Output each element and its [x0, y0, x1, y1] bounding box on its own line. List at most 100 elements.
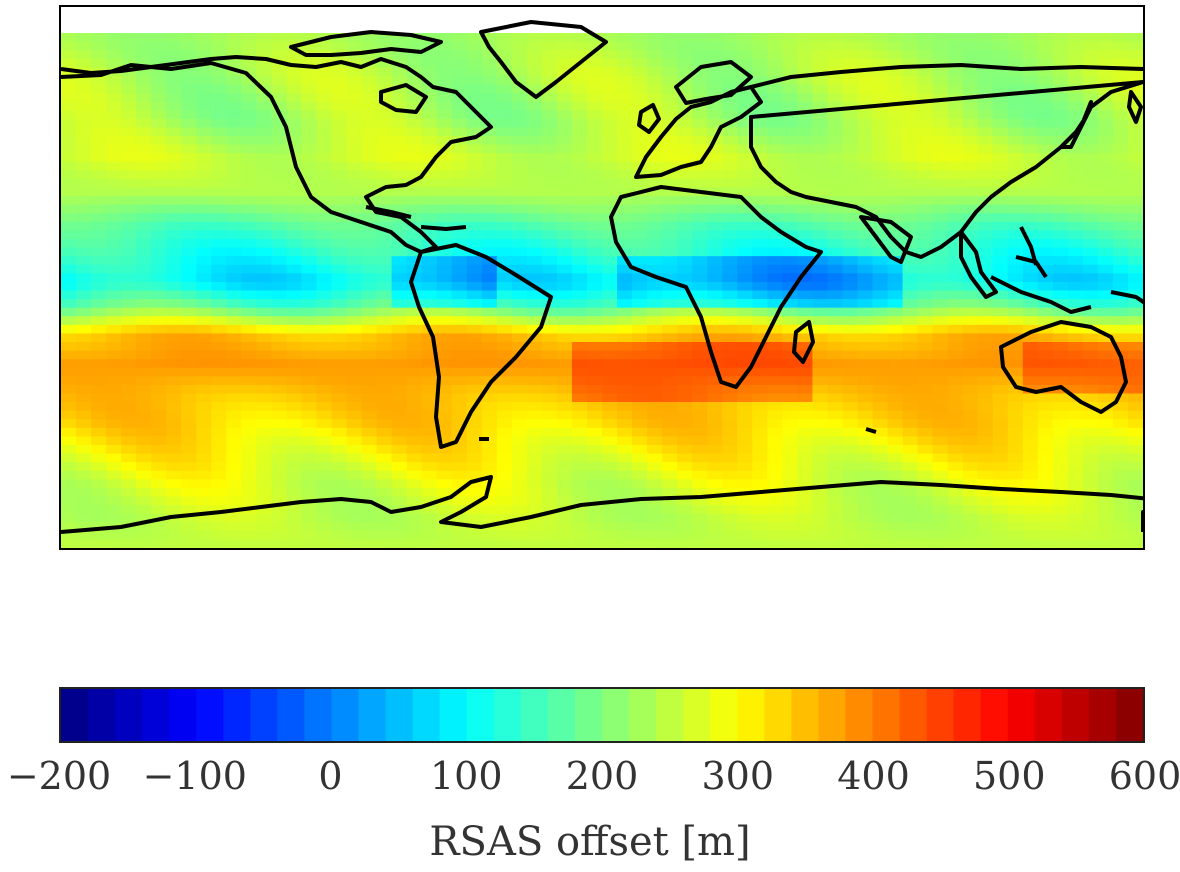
field-cell	[602, 290, 618, 300]
field-cell	[962, 33, 979, 43]
field-cell	[1082, 470, 1099, 481]
field-cell	[692, 58, 708, 69]
field-cell	[737, 161, 754, 172]
field-cell	[91, 462, 107, 472]
field-cell	[301, 84, 318, 94]
field-cell	[556, 84, 573, 94]
field-cell	[737, 342, 754, 352]
field-cell	[1052, 273, 1069, 283]
field-cell	[571, 367, 588, 378]
field-cell	[256, 187, 273, 197]
field-cell	[827, 530, 844, 541]
field-cell	[361, 118, 378, 129]
field-cell	[301, 264, 318, 275]
field-cell	[121, 196, 137, 206]
field-cell	[406, 153, 423, 163]
field-cell	[902, 204, 919, 215]
field-cell	[782, 530, 799, 541]
field-cell	[481, 196, 498, 206]
field-cell	[436, 273, 453, 283]
field-cell	[797, 84, 814, 94]
field-cell	[902, 445, 919, 455]
field-cell	[61, 33, 77, 43]
field-cell	[782, 436, 799, 446]
field-cell	[1022, 230, 1039, 240]
field-cell	[827, 290, 844, 300]
field-cell	[707, 101, 724, 112]
field-cell	[932, 307, 949, 318]
field-cell	[106, 58, 122, 69]
field-cell	[181, 436, 198, 446]
field-cell	[481, 161, 498, 172]
field-cell	[797, 256, 814, 266]
field-cell	[1037, 144, 1054, 154]
field-cell	[1112, 213, 1129, 223]
field-cell	[301, 256, 318, 266]
field-cell	[887, 393, 904, 403]
field-cell	[211, 273, 228, 283]
field-cell	[211, 299, 228, 309]
field-cell	[91, 136, 107, 146]
field-cell	[767, 50, 784, 60]
field-cell	[256, 316, 273, 326]
field-cell	[436, 384, 453, 395]
field-cell	[887, 281, 904, 292]
field-cell	[887, 522, 904, 532]
field-cell	[376, 247, 393, 257]
field-cell	[181, 513, 198, 524]
field-cell	[872, 522, 889, 532]
field-cell	[917, 342, 934, 352]
field-cell	[842, 410, 859, 421]
field-cell	[752, 281, 769, 292]
field-cell	[181, 367, 198, 378]
field-cell	[391, 445, 408, 455]
field-cell	[1037, 462, 1054, 472]
field-cell	[541, 118, 558, 129]
field-cell	[1097, 230, 1114, 240]
field-cell	[647, 522, 663, 532]
field-cell	[782, 462, 799, 472]
field-cell	[827, 436, 844, 446]
field-cell	[136, 204, 152, 215]
field-cell	[617, 376, 633, 386]
field-cell	[767, 393, 784, 403]
field-cell	[556, 230, 573, 240]
field-cell	[1112, 67, 1129, 77]
field-cell	[1067, 290, 1084, 300]
field-cell	[346, 204, 363, 215]
field-cell	[541, 479, 558, 489]
field-cell	[511, 281, 528, 292]
field-cell	[316, 187, 333, 197]
field-cell	[677, 50, 693, 60]
field-cell	[917, 393, 934, 403]
field-cell	[767, 144, 784, 154]
field-cell	[211, 307, 228, 318]
field-cell	[481, 427, 498, 438]
field-cell	[872, 436, 889, 446]
field-cell	[376, 170, 393, 180]
field-cell	[812, 221, 829, 232]
field-cell	[977, 419, 994, 429]
field-cell	[451, 110, 468, 120]
field-cell	[872, 75, 889, 86]
field-cell	[1082, 350, 1099, 360]
field-cell	[61, 153, 77, 163]
field-cell	[376, 299, 393, 309]
field-cell	[917, 453, 934, 463]
field-cell	[556, 410, 573, 421]
field-cell	[181, 530, 198, 541]
field-cell	[917, 419, 934, 429]
field-cell	[361, 316, 378, 326]
field-cell	[917, 376, 934, 386]
field-cell	[632, 445, 648, 455]
field-cell	[1022, 136, 1039, 146]
field-cell	[286, 402, 303, 412]
field-cell	[286, 487, 303, 498]
field-cell	[737, 470, 754, 481]
field-cell	[677, 196, 693, 206]
colorbar-segment	[196, 689, 224, 741]
field-cell	[481, 273, 498, 283]
field-cell	[406, 299, 423, 309]
field-cell	[346, 221, 363, 232]
field-cell	[872, 247, 889, 257]
